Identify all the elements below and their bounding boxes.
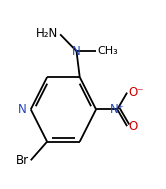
Text: N: N bbox=[18, 103, 27, 116]
Text: N⁺: N⁺ bbox=[110, 103, 125, 116]
Text: O: O bbox=[129, 120, 138, 133]
Text: Br: Br bbox=[16, 154, 29, 167]
Text: H₂N: H₂N bbox=[36, 27, 59, 40]
Text: N: N bbox=[72, 45, 81, 58]
Text: CH₃: CH₃ bbox=[98, 46, 118, 56]
Text: O⁻: O⁻ bbox=[129, 86, 144, 99]
